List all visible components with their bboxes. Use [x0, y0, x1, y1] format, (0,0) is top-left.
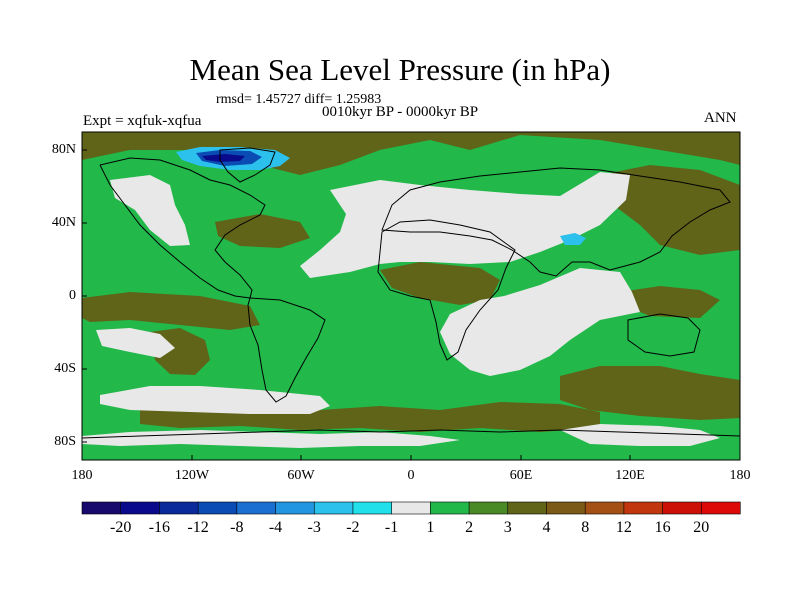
field-sahel-olive	[380, 262, 500, 305]
colorbar-swatch	[700, 501, 741, 515]
coast-eurasia	[381, 167, 731, 277]
lon-label-60e: 60E	[509, 468, 533, 483]
map-title: Mean Sea Level Pressure (in hPa)	[189, 52, 611, 87]
colorbar-label: -4	[268, 519, 283, 536]
colorbar-label: 4	[542, 519, 551, 536]
colorbar-swatch	[546, 501, 586, 515]
field-n-atlantic-olive	[215, 214, 310, 248]
coast-south-america	[247, 297, 326, 403]
colorbar-label: 20	[693, 519, 710, 536]
colorbar-swatch	[275, 501, 315, 515]
lat-label-0: 0	[69, 288, 76, 303]
colorbar-swatch	[81, 501, 122, 515]
field-southern-ocean-olive	[560, 366, 740, 420]
colorbar-label: -3	[307, 519, 321, 536]
colorbar-label: -16	[148, 519, 171, 536]
period-label: 0010kyr BP - 0000kyr BP	[322, 104, 479, 120]
colorbar-label: -2	[346, 519, 360, 536]
field-tropical-pacific-olive	[82, 292, 260, 330]
colorbar-swatch	[352, 501, 393, 515]
experiment-label: Expt = xqfuk-xqfua	[83, 113, 202, 129]
lat-label-40n: 40N	[51, 215, 76, 230]
colorbar-swatch	[197, 501, 238, 515]
field-indian-ocean-grey	[440, 268, 640, 376]
colorbar-swatch	[391, 501, 431, 515]
coast-north-america	[99, 157, 266, 299]
colorbar-label: 16	[654, 519, 671, 536]
field-arctic-olive	[82, 132, 740, 175]
axis-ticks	[81, 149, 741, 460]
colorbar-swatch	[159, 501, 199, 515]
lon-label-120w: 120W	[174, 468, 210, 483]
lon-label-180e: 180	[729, 468, 751, 483]
field-east-antarctic-grey	[560, 424, 720, 446]
lon-label-120e: 120E	[615, 468, 645, 483]
colorbar-swatch	[662, 501, 702, 515]
coast-africa	[377, 219, 516, 361]
season-label: ANN	[704, 110, 737, 126]
colorbar-swatch	[313, 501, 354, 515]
field-south-pacific-grey	[100, 386, 330, 414]
field-pacific-grey	[110, 175, 190, 246]
coast-australia	[627, 313, 701, 357]
colorbar-label: -12	[187, 519, 209, 536]
lon-label-0: 0	[407, 468, 415, 483]
colorbar-swatch	[120, 501, 161, 515]
colorbar-label: -1	[384, 519, 399, 536]
colorbar-label: 2	[465, 519, 474, 536]
colorbar-swatch	[507, 501, 548, 515]
colorbar-label: 12	[615, 519, 632, 536]
lat-label-80n: 80N	[51, 142, 76, 157]
colorbar-label: 8	[581, 519, 590, 536]
colorbar-label: 3	[503, 519, 512, 536]
colorbar-swatch	[468, 501, 509, 515]
colorbar-swatch	[623, 501, 664, 515]
field-indo-pacific-olive	[620, 286, 720, 318]
colorbar-swatch	[584, 501, 625, 515]
colorbar-label: -8	[230, 519, 244, 536]
colorbar-label: -20	[110, 519, 132, 536]
lat-label-40s: 40S	[54, 361, 76, 376]
field-tibet-cyan	[560, 233, 586, 245]
lon-label-180w: 180	[71, 468, 93, 483]
coast-antarctica	[81, 429, 741, 439]
coast-greenland	[219, 147, 276, 183]
lon-label-60w: 60W	[287, 468, 315, 483]
colorbar-swatch	[236, 501, 277, 515]
colorbar-label: 1	[426, 519, 435, 536]
coastlines	[81, 147, 741, 439]
field-central-pacific-grey	[96, 328, 175, 358]
colorbar	[81, 501, 741, 515]
lat-label-80s: 80S	[54, 434, 76, 449]
stats-label: rmsd= 1.45727 diff= 1.25983	[216, 92, 382, 107]
field-eurasia-grey	[300, 172, 630, 278]
field-greenland-navy	[202, 154, 245, 162]
colorbar-swatch	[430, 501, 470, 515]
coast-north-america-west	[99, 164, 251, 299]
